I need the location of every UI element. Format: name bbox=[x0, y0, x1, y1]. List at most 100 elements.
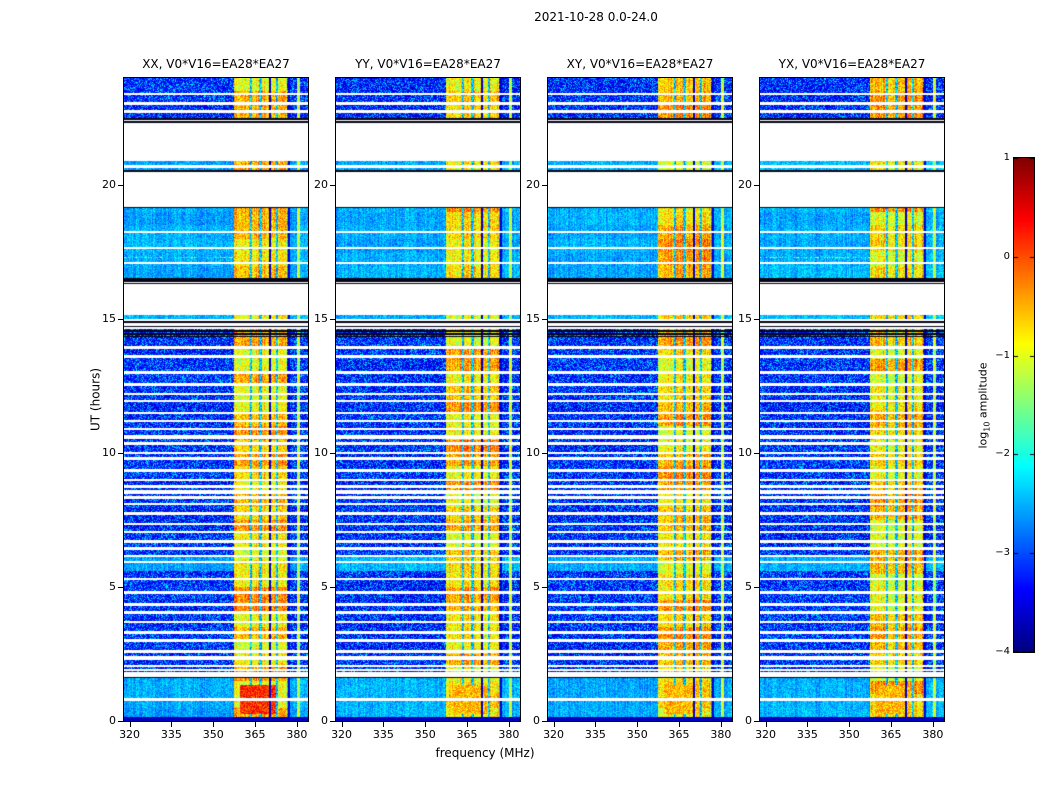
y-tick-mark bbox=[118, 720, 123, 722]
x-tick-label: 380 bbox=[922, 728, 944, 741]
x-tick-label: 380 bbox=[498, 728, 520, 741]
y-tick-label: 5 bbox=[533, 580, 540, 594]
colorbar-tick-label: −3 bbox=[995, 547, 1010, 559]
y-tick-mark bbox=[330, 452, 335, 454]
colorbar-label-subscript: 10 bbox=[982, 421, 992, 432]
y-tick-label: 10 bbox=[102, 446, 116, 460]
x-tick-mark bbox=[296, 722, 298, 727]
y-tick-label: 0 bbox=[109, 714, 116, 727]
colorbar-frame bbox=[1013, 157, 1035, 653]
y-tick-mark bbox=[754, 318, 759, 320]
y-tick-mark bbox=[118, 586, 123, 588]
x-tick-label: 350 bbox=[202, 728, 224, 741]
spectrogram-panel bbox=[759, 77, 945, 722]
x-tick-label: 365 bbox=[668, 728, 690, 741]
x-tick-label: 335 bbox=[584, 728, 606, 741]
x-tick-mark bbox=[553, 722, 555, 727]
x-tick-label: 365 bbox=[880, 728, 902, 741]
spectrogram-canvas-xy bbox=[548, 78, 732, 721]
y-tick-mark bbox=[754, 452, 759, 454]
panel-title: YX, V0*V16=EA28*EA27 bbox=[778, 57, 926, 71]
y-tick-label: 15 bbox=[314, 312, 328, 326]
x-tick-label: 380 bbox=[710, 728, 732, 741]
colorbar-label-text: log bbox=[976, 431, 990, 449]
y-tick-mark bbox=[330, 720, 335, 722]
y-tick-label: 5 bbox=[745, 580, 752, 594]
y-tick-label: 10 bbox=[526, 446, 540, 460]
x-tick-mark bbox=[213, 722, 215, 727]
spectrogram-panel bbox=[335, 77, 521, 722]
y-tick-mark bbox=[118, 452, 123, 454]
y-tick-mark bbox=[330, 184, 335, 186]
x-tick-label: 320 bbox=[331, 728, 353, 741]
x-tick-mark bbox=[171, 722, 173, 727]
y-tick-label: 15 bbox=[526, 312, 540, 326]
y-tick-label: 5 bbox=[321, 580, 328, 594]
x-axis-label: frequency (MHz) bbox=[435, 746, 535, 760]
x-tick-mark bbox=[255, 722, 257, 727]
x-tick-mark bbox=[891, 722, 893, 727]
x-tick-label: 365 bbox=[456, 728, 478, 741]
x-tick-label: 320 bbox=[119, 728, 141, 741]
y-tick-mark bbox=[542, 318, 547, 320]
x-tick-mark bbox=[508, 722, 510, 727]
y-tick-label: 0 bbox=[745, 714, 752, 727]
y-tick-label: 15 bbox=[102, 312, 116, 326]
y-axis-label: UT (hours) bbox=[88, 367, 103, 432]
y-tick-mark bbox=[542, 586, 547, 588]
colorbar-gradient bbox=[1014, 158, 1034, 652]
panel-title: XX, V0*V16=EA28*EA27 bbox=[142, 57, 290, 71]
colorbar-tick-label: 0 bbox=[1003, 250, 1010, 262]
colorbar-tick-label: −4 bbox=[995, 646, 1010, 657]
y-tick-label: 20 bbox=[738, 178, 752, 192]
panel-title: XY, V0*V16=EA28*EA27 bbox=[566, 57, 714, 71]
x-tick-mark bbox=[765, 722, 767, 727]
y-tick-label: 10 bbox=[314, 446, 328, 460]
x-tick-mark bbox=[932, 722, 934, 727]
x-tick-mark bbox=[383, 722, 385, 727]
y-tick-label: 5 bbox=[109, 580, 116, 594]
y-tick-label: 20 bbox=[526, 178, 540, 192]
colorbar-tick-label: −2 bbox=[995, 448, 1010, 460]
x-tick-mark bbox=[467, 722, 469, 727]
panel-title: YY, V0*V16=EA28*EA27 bbox=[355, 57, 501, 71]
y-tick-label: 20 bbox=[314, 178, 328, 192]
y-tick-label: 0 bbox=[321, 714, 328, 727]
y-tick-label: 15 bbox=[738, 312, 752, 326]
y-tick-mark bbox=[542, 720, 547, 722]
spectrogram-panel bbox=[547, 77, 733, 722]
y-tick-mark bbox=[118, 318, 123, 320]
x-tick-label: 335 bbox=[160, 728, 182, 741]
colorbar-label-text: amplitude bbox=[976, 362, 990, 422]
y-tick-mark bbox=[330, 586, 335, 588]
y-tick-mark bbox=[542, 452, 547, 454]
x-tick-label: 335 bbox=[796, 728, 818, 741]
x-tick-mark bbox=[679, 722, 681, 727]
x-tick-mark bbox=[129, 722, 131, 727]
x-tick-label: 350 bbox=[626, 728, 648, 741]
y-tick-mark bbox=[330, 318, 335, 320]
y-tick-label: 0 bbox=[533, 714, 540, 727]
spectrogram-canvas-yx bbox=[760, 78, 944, 721]
x-tick-label: 350 bbox=[838, 728, 860, 741]
x-tick-label: 350 bbox=[414, 728, 436, 741]
x-tick-mark bbox=[595, 722, 597, 727]
x-tick-mark bbox=[425, 722, 427, 727]
x-tick-label: 365 bbox=[244, 728, 266, 741]
x-tick-label: 320 bbox=[543, 728, 565, 741]
spectrogram-panel bbox=[123, 77, 309, 722]
x-tick-label: 320 bbox=[755, 728, 777, 741]
x-tick-mark bbox=[807, 722, 809, 727]
y-tick-label: 20 bbox=[102, 178, 116, 192]
y-tick-mark bbox=[754, 184, 759, 186]
figure-title: 2021-10-28 0.0-24.0 bbox=[534, 10, 658, 24]
x-tick-mark bbox=[849, 722, 851, 727]
spectrogram-canvas-yy bbox=[336, 78, 520, 721]
y-tick-mark bbox=[754, 586, 759, 588]
x-tick-label: 335 bbox=[372, 728, 394, 741]
x-tick-mark bbox=[341, 722, 343, 727]
x-tick-mark bbox=[720, 722, 722, 727]
y-tick-label: 10 bbox=[738, 446, 752, 460]
colorbar-tick-label: −1 bbox=[995, 349, 1010, 361]
